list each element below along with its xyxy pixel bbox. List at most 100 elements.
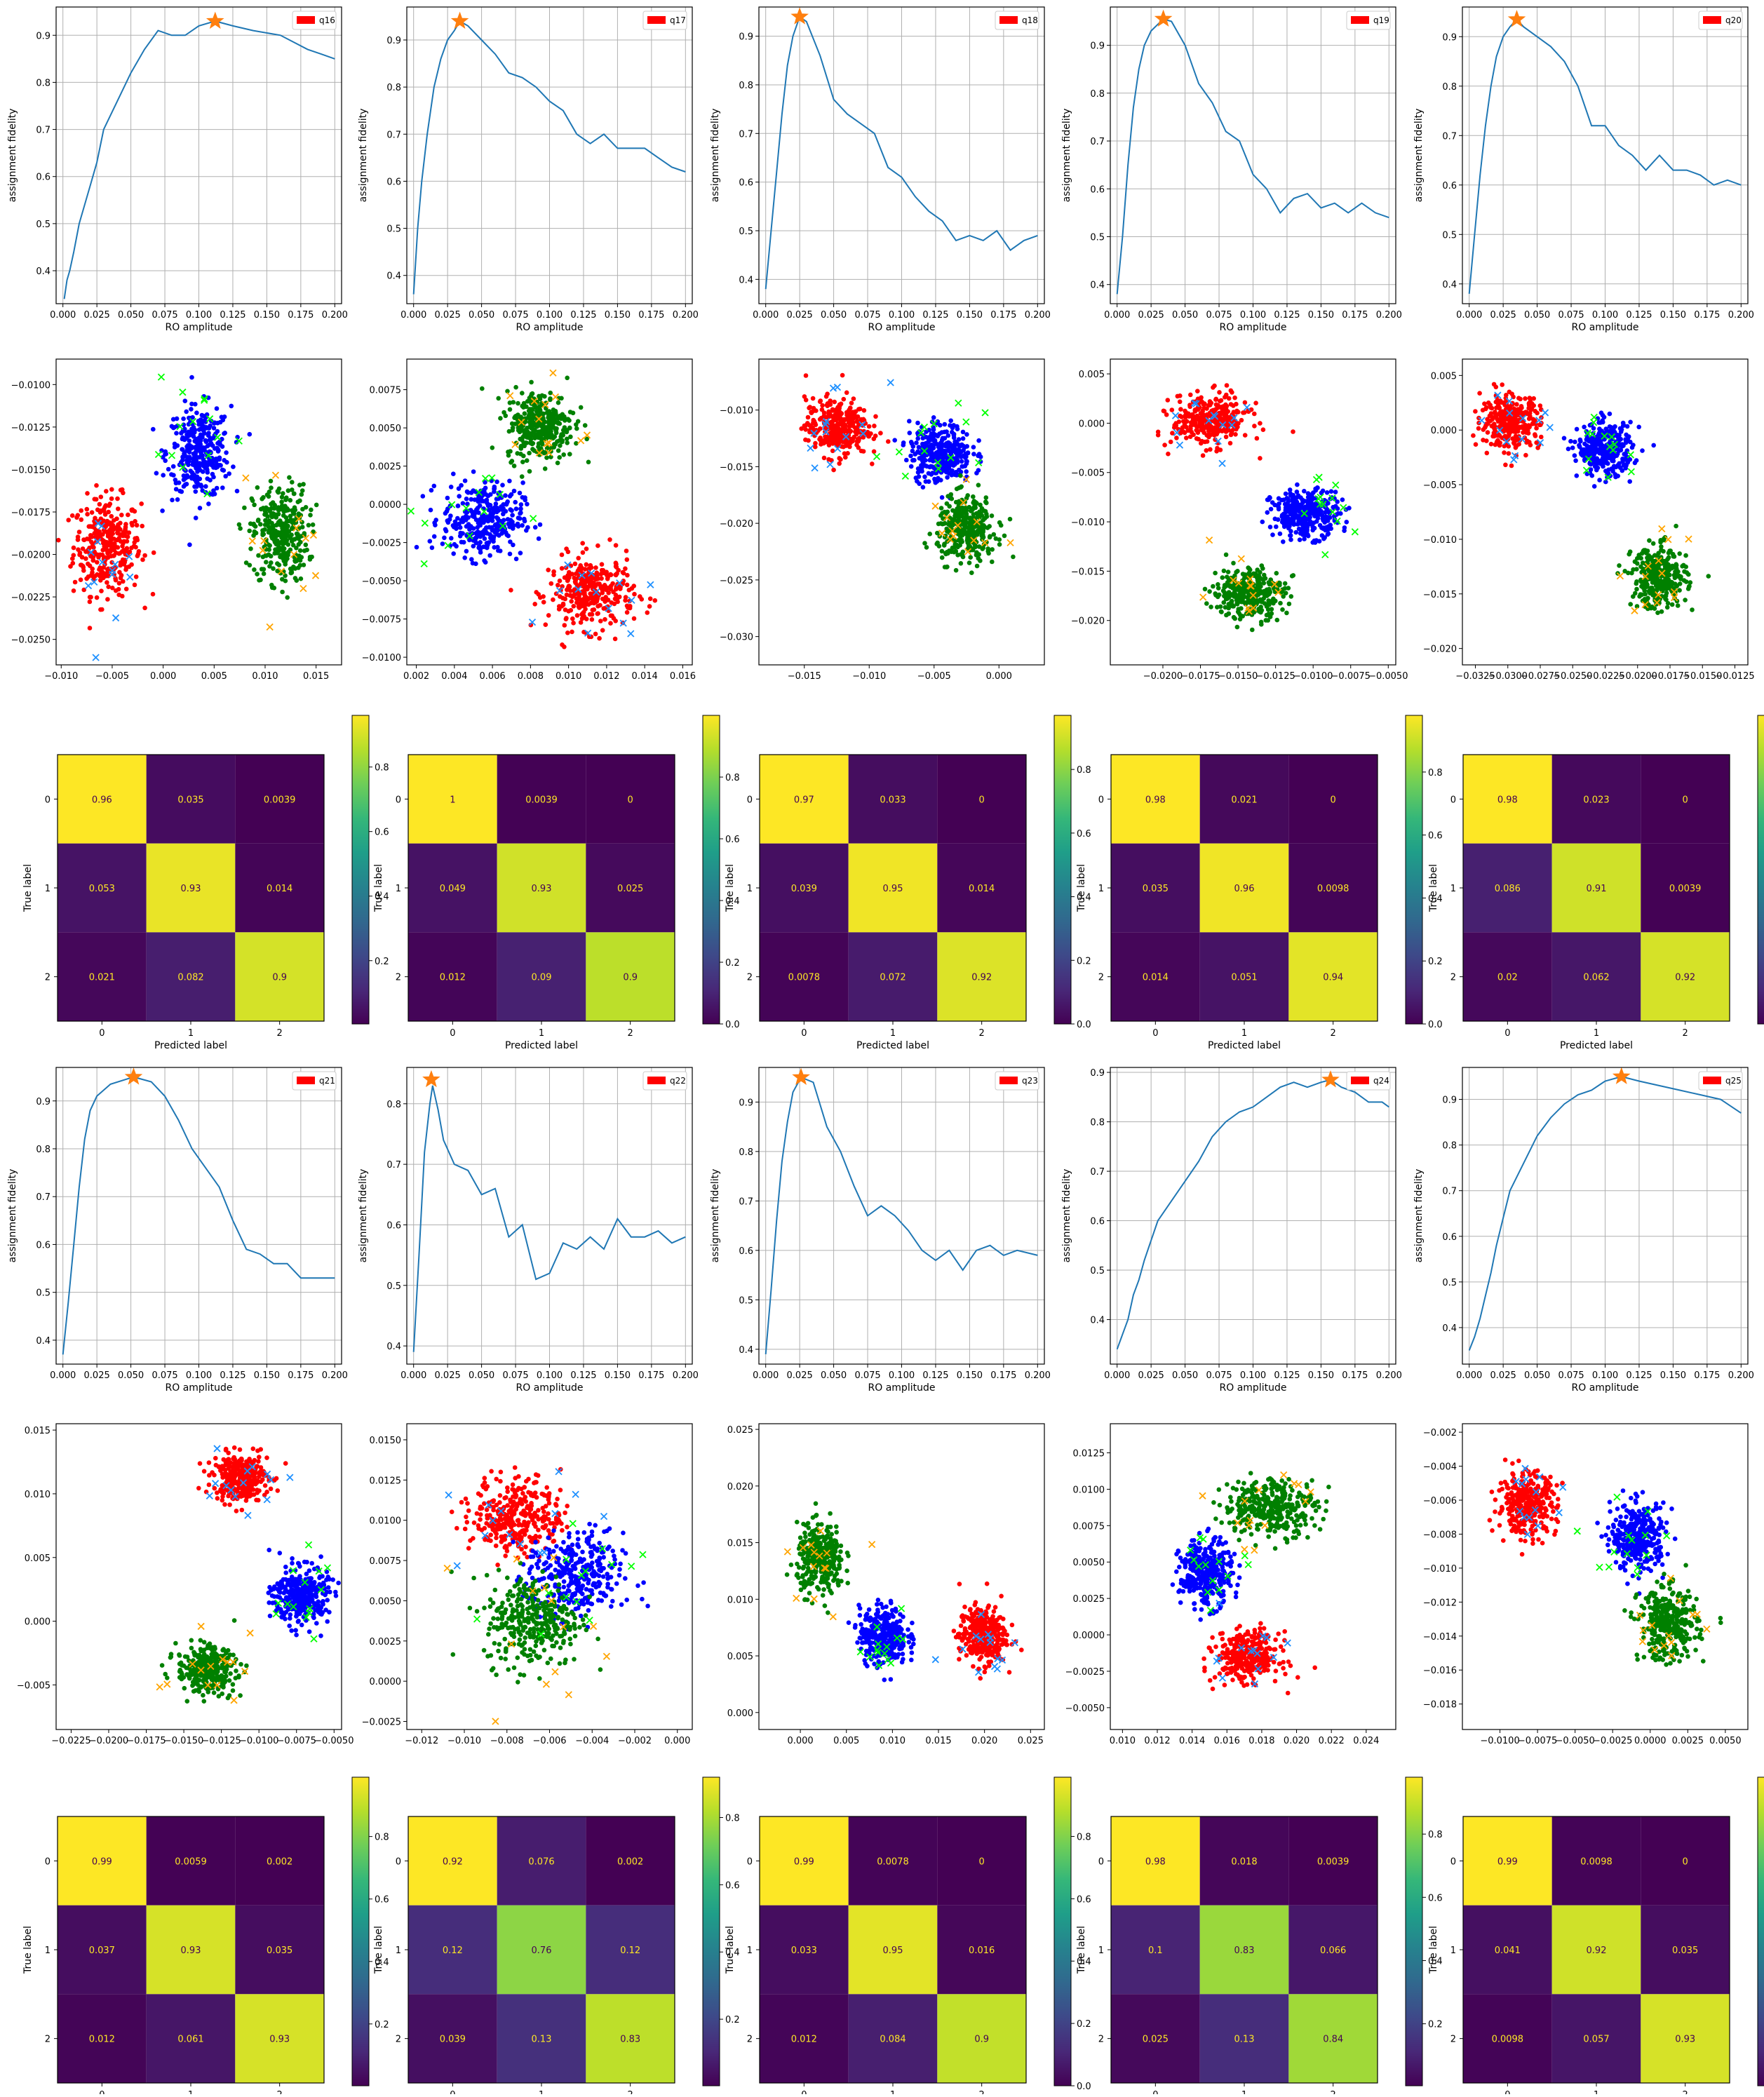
iq-point-state-0 [569, 593, 574, 598]
x-tick-label: 0.100 [1240, 1370, 1266, 1381]
iq-point-state-0 [98, 553, 103, 558]
y-axis-label: assignment fidelity [1061, 1169, 1072, 1263]
iq-point-state-0 [576, 556, 581, 561]
iq-point-state-0 [556, 583, 560, 588]
x-tick-label: 0.050 [821, 1370, 847, 1381]
x-tick-label: 0.125 [220, 1370, 245, 1381]
legend-label: q18 [1022, 15, 1038, 25]
iq-point-state-2 [1286, 586, 1291, 591]
iq-point-state-0 [843, 455, 848, 460]
iq-point-state-1 [908, 431, 913, 436]
iq-point-state-2 [260, 532, 265, 537]
iq-point-state-2 [567, 452, 572, 457]
y-tick-label: 0.0050 [370, 424, 402, 434]
iq-point-state-0 [128, 550, 133, 555]
iq-point-state-2 [552, 417, 557, 422]
iq-point-state-1 [945, 475, 950, 480]
y-tick-label: −0.005 [1071, 468, 1105, 479]
iq-point-state-0 [1216, 428, 1220, 433]
misassigned-marker [155, 452, 161, 458]
best-amplitude-star [126, 1069, 142, 1084]
iq-point-state-0 [123, 527, 128, 532]
iq-point-state-1 [507, 525, 512, 530]
legend-patch [1703, 16, 1721, 24]
x-tick-label: 0.000 [150, 671, 176, 682]
iq-point-state-2 [280, 495, 285, 500]
iq-point-state-2 [978, 511, 983, 516]
iq-point-state-2 [251, 522, 256, 527]
iq-point-state-0 [830, 408, 835, 413]
iq-point-state-0 [624, 548, 629, 553]
iq-point-state-1 [175, 497, 180, 502]
iq-point-state-0 [1201, 453, 1206, 458]
iq-point-state-2 [551, 407, 556, 412]
iq-point-state-1 [948, 423, 952, 428]
iq-point-state-1 [179, 460, 184, 465]
misassigned-marker [1200, 594, 1206, 600]
iq-point-state-2 [1259, 576, 1264, 581]
y-tick-label: 0.9 [36, 1097, 51, 1107]
x-tick-label: 0.150 [957, 310, 983, 321]
iq-point-state-1 [952, 433, 957, 438]
x-tick-label: 0.014 [632, 671, 658, 682]
iq-point-state-2 [289, 532, 294, 537]
legend-label: q25 [1725, 1076, 1742, 1086]
iq-point-state-0 [1225, 383, 1230, 388]
iq-point-state-1 [215, 486, 220, 491]
misassigned-marker [300, 586, 307, 592]
iq-point-state-1 [508, 552, 513, 557]
legend-patch [999, 1077, 1018, 1084]
x-tick-label: 0.000 [1104, 310, 1130, 321]
iq-point-state-0 [1201, 402, 1206, 407]
iq-point-state-1 [971, 452, 976, 457]
iq-point-state-2 [490, 445, 495, 450]
iq-point-state-2 [1234, 595, 1239, 600]
iq-point-state-2 [548, 396, 553, 401]
x-tick-label: 0.075 [502, 310, 528, 321]
iq-point-state-0 [94, 497, 99, 502]
y-tick-label: 0.9 [1090, 1068, 1105, 1079]
iq-point-state-1 [443, 511, 448, 516]
x-tick-label: 0.016 [670, 671, 696, 682]
iq-point-state-2 [299, 576, 304, 581]
iq-point-state-2 [936, 522, 941, 527]
iq-point-state-0 [116, 522, 121, 527]
x-tick-label: 0.150 [957, 1370, 983, 1381]
iq-point-state-0 [76, 534, 81, 539]
iq-point-state-2 [285, 533, 290, 538]
iq-point-state-2 [525, 399, 530, 404]
iq-point-state-2 [291, 511, 296, 515]
iq-point-state-1 [459, 518, 464, 523]
iq-point-state-0 [843, 417, 848, 422]
iq-point-state-1 [971, 445, 976, 450]
iq-point-state-0 [1201, 427, 1206, 432]
legend-patch [297, 1077, 315, 1084]
iq-point-state-2 [574, 422, 579, 427]
iq-point-state-2 [973, 506, 978, 511]
iq-point-state-1 [936, 476, 941, 481]
iq-point-state-1 [931, 415, 936, 420]
iq-point-state-2 [952, 545, 957, 550]
iq-point-state-1 [1281, 539, 1286, 544]
iq-point-state-1 [211, 475, 216, 480]
iq-point-state-1 [513, 500, 518, 505]
legend-patch [1351, 1077, 1369, 1084]
iq-point-state-1 [476, 530, 480, 534]
iq-point-state-0 [1258, 421, 1263, 426]
x-tick-label: 0.125 [220, 310, 245, 321]
iq-point-state-1 [915, 450, 920, 455]
iq-scatter-q19: −0.0200−0.0175−0.0150−0.0125−0.0100−0.00… [1071, 359, 1408, 682]
iq-point-state-1 [421, 494, 426, 499]
iq-point-state-2 [1275, 618, 1280, 623]
iq-point-state-0 [1176, 394, 1180, 399]
x-tick-label: 0.125 [1274, 1370, 1300, 1381]
iq-point-state-1 [428, 539, 433, 544]
iq-point-state-2 [565, 437, 570, 442]
iq-point-state-1 [941, 460, 945, 465]
iq-point-state-2 [252, 503, 257, 508]
iq-point-state-0 [1232, 396, 1237, 400]
iq-point-state-0 [1507, 451, 1511, 456]
iq-point-state-1 [229, 404, 234, 409]
